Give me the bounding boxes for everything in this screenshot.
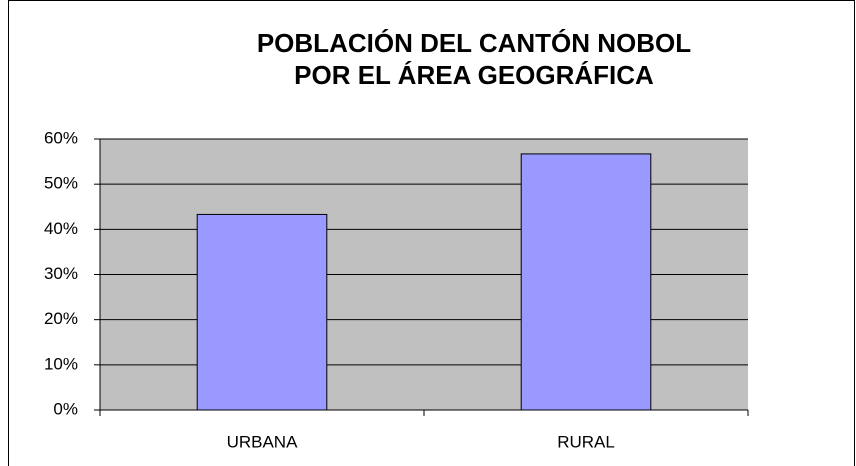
chart-title: POR EL ÁREA GEOGRÁFICA (294, 60, 654, 90)
y-tick-label: 20% (44, 309, 78, 328)
bar (196, 213, 328, 411)
bar (520, 153, 652, 411)
x-tick-label: URBANA (227, 432, 299, 451)
y-tick-label: 50% (44, 174, 78, 193)
chart-title: POBLACIÓN DEL CANTÓN NOBOL (257, 28, 691, 58)
y-tick-label: 0% (53, 399, 78, 418)
x-tick-label: RURAL (557, 432, 615, 451)
y-tick-label: 10% (44, 354, 78, 373)
y-tick-label: 30% (44, 264, 78, 283)
y-tick-label: 40% (44, 219, 78, 238)
y-tick-label: 60% (44, 128, 78, 147)
